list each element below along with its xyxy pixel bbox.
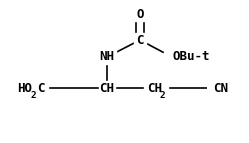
Text: C: C bbox=[136, 33, 144, 46]
Text: CH: CH bbox=[147, 82, 163, 95]
Text: C: C bbox=[37, 82, 45, 95]
Text: 2: 2 bbox=[31, 91, 36, 100]
Bar bbox=[210, 81, 228, 95]
Bar bbox=[16, 79, 48, 97]
Bar bbox=[99, 81, 115, 95]
Bar bbox=[144, 79, 168, 97]
Bar bbox=[171, 50, 206, 64]
Text: 2: 2 bbox=[159, 91, 165, 100]
Bar bbox=[98, 50, 116, 64]
Bar bbox=[133, 7, 147, 21]
Text: O: O bbox=[136, 7, 144, 20]
Text: CN: CN bbox=[213, 82, 228, 95]
Text: OBu-t: OBu-t bbox=[172, 50, 209, 63]
Text: NH: NH bbox=[100, 50, 115, 63]
Text: HO: HO bbox=[17, 82, 32, 95]
Text: CH: CH bbox=[100, 82, 115, 95]
Bar bbox=[134, 33, 146, 47]
